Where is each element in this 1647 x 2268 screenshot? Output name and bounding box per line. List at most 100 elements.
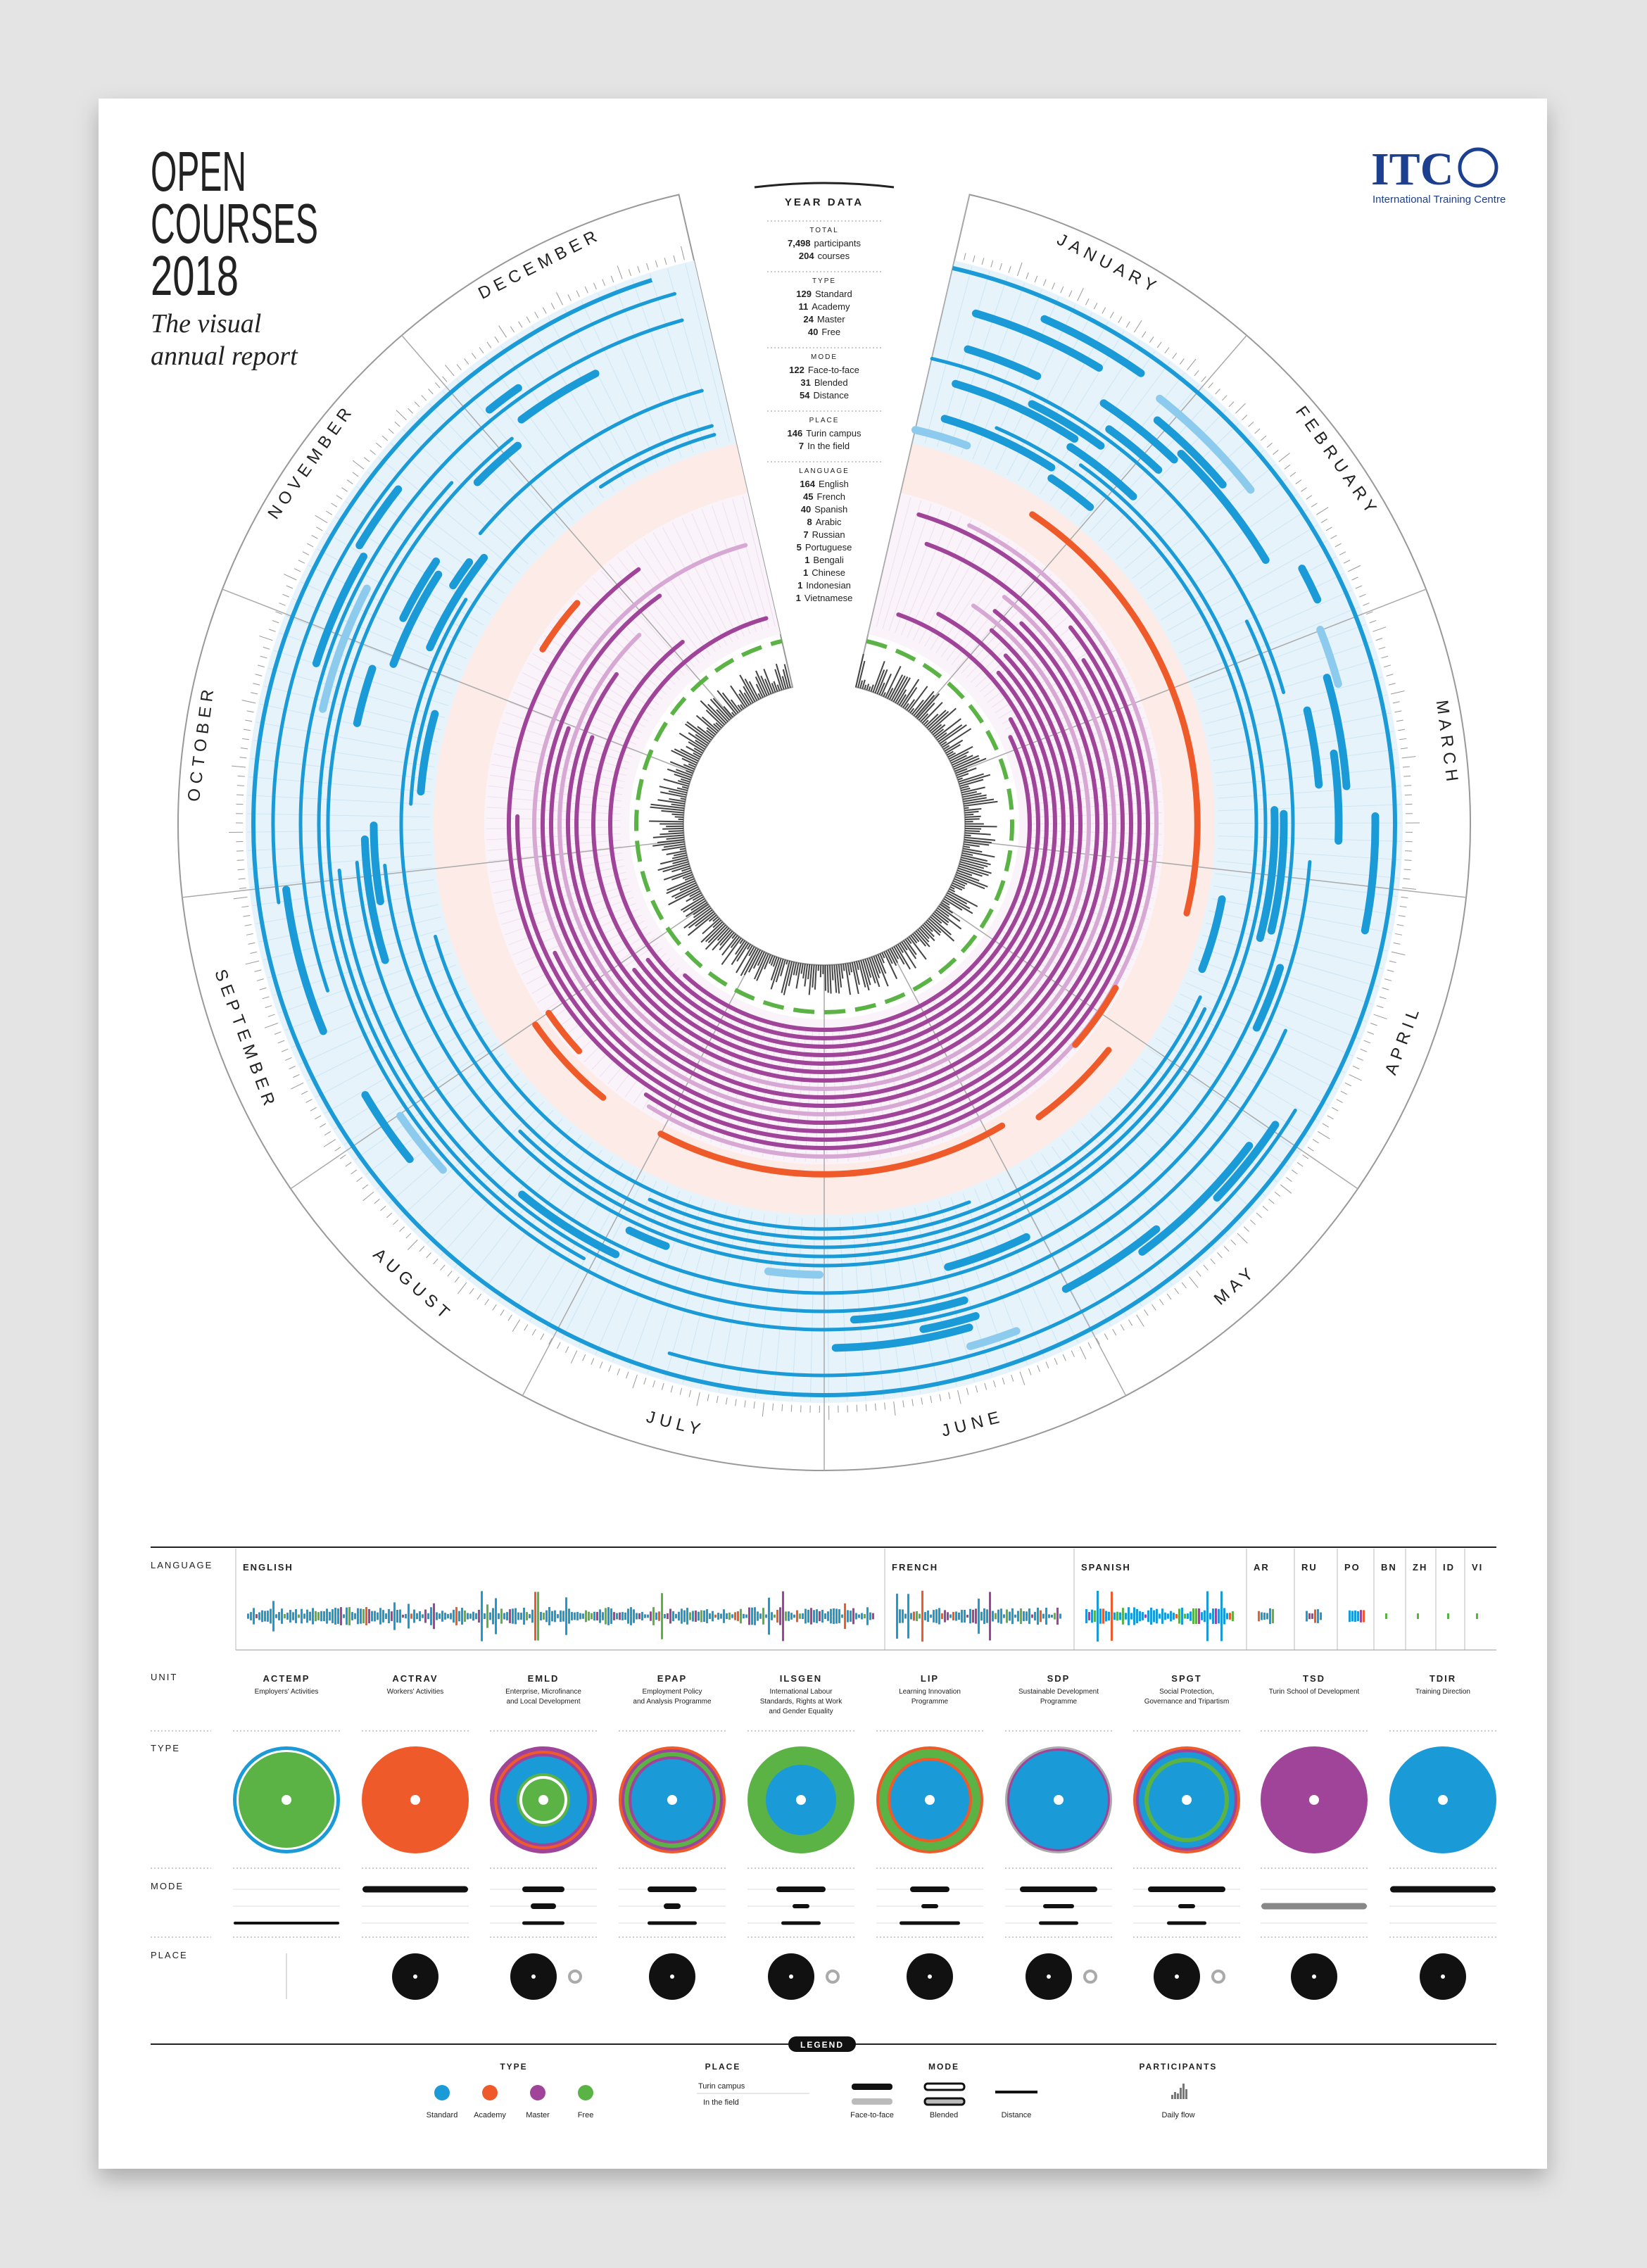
year-stat: 7 Russian [803, 529, 845, 540]
wave-bar [517, 1612, 519, 1620]
month-line [955, 588, 1427, 774]
unit-code: TDIR [1430, 1673, 1456, 1684]
day-tick [1230, 1239, 1237, 1245]
wave-bar [486, 1604, 488, 1628]
day-tick [442, 376, 448, 382]
day-tick [1060, 286, 1064, 294]
course-arc [911, 426, 971, 450]
wave-bar [737, 1611, 739, 1621]
stat-value: 129 [796, 289, 812, 299]
flow-bar [961, 854, 987, 862]
day-tick [617, 265, 623, 279]
flow-bar [723, 705, 733, 718]
day-tick [1222, 395, 1228, 401]
flow-bar [961, 790, 977, 796]
day-tick [239, 757, 247, 759]
stat-label: Academy [812, 301, 850, 312]
wave-bar [410, 1613, 412, 1619]
wave-bar [1094, 1610, 1096, 1623]
flow-bar [940, 902, 951, 909]
course-arc [353, 664, 377, 727]
wave-bar [964, 1609, 966, 1623]
wave-bar [498, 1613, 500, 1620]
flow-bar [706, 726, 717, 736]
wave-bar [1314, 1609, 1316, 1623]
wave-bar [278, 1612, 280, 1620]
day-tick [1302, 1154, 1309, 1159]
wave-bar [515, 1608, 517, 1625]
course-arc [517, 370, 600, 424]
day-tick [1273, 450, 1279, 455]
flow-bar [673, 852, 687, 857]
flow-bar [902, 940, 917, 959]
wave-bar [286, 1613, 289, 1620]
day-tick [305, 1099, 313, 1103]
wave-bar [574, 1612, 576, 1620]
flow-bar [885, 950, 893, 964]
wave-bar [379, 1608, 381, 1625]
wave-bar [337, 1608, 339, 1624]
year-stat: 8 Arabic [807, 517, 842, 527]
day-tick [696, 1392, 700, 1406]
day-tick [1384, 978, 1392, 981]
day-tick [1359, 593, 1366, 598]
year-stat: 7,498 participants [788, 238, 862, 248]
wave-bar [1349, 1610, 1351, 1623]
day-line [930, 535, 1000, 650]
flow-bar [674, 748, 699, 762]
wave-bar [599, 1609, 601, 1623]
wave-bar [916, 1611, 918, 1621]
day-line [691, 513, 745, 637]
course-arc [361, 1091, 414, 1164]
day-tick [1403, 878, 1411, 880]
stat-label: courses [818, 251, 850, 261]
day-tick [1196, 1271, 1201, 1277]
day-line [1179, 573, 1344, 654]
unit-name: Standards, Rights at Work [760, 1698, 843, 1706]
wave-bar [927, 1610, 929, 1623]
title-line: 2018 [151, 244, 239, 307]
year-stat: 5 Portuguese [797, 542, 852, 553]
day-tick [1372, 626, 1387, 632]
day-tick [1045, 1361, 1049, 1369]
flow-bar [712, 698, 732, 719]
wave-bar [382, 1610, 384, 1623]
wave-bar [933, 1610, 935, 1623]
flow-bar [947, 892, 968, 905]
day-tick [1398, 729, 1406, 731]
wave-bar [1317, 1609, 1319, 1623]
day-tick [1151, 1304, 1156, 1311]
day-tick [1228, 401, 1235, 408]
day-line [1218, 822, 1401, 824]
flow-bar [693, 752, 701, 758]
day-tick [591, 1358, 595, 1365]
wave-bar [1229, 1613, 1231, 1620]
day-tick [556, 292, 563, 305]
day-tick [464, 358, 469, 365]
year-stat: 31 Blended [800, 377, 847, 388]
day-line [1140, 479, 1287, 589]
place-field [1211, 1970, 1225, 1984]
wave-bar [1226, 1613, 1228, 1620]
day-tick [637, 265, 640, 273]
flow-bar [838, 964, 843, 988]
flow-bar [959, 861, 985, 869]
wave-bar [557, 1614, 559, 1618]
flow-bar [964, 841, 990, 846]
wave-bar [754, 1607, 756, 1625]
day-tick [1172, 353, 1178, 359]
course-arc [1040, 315, 1145, 377]
day-tick [1381, 655, 1389, 659]
day-tick [1315, 507, 1329, 515]
wave-bar [255, 1614, 258, 1618]
wave-bar [1258, 1611, 1260, 1622]
stat-label: Portuguese [805, 542, 852, 553]
flow-bar [963, 798, 995, 805]
place-dot [1312, 1974, 1316, 1979]
day-tick [576, 290, 580, 297]
flow-bar [674, 773, 691, 781]
day-tick [428, 389, 434, 395]
flow-bar [923, 922, 933, 933]
month-line [522, 948, 759, 1397]
flow-bar [964, 838, 992, 844]
